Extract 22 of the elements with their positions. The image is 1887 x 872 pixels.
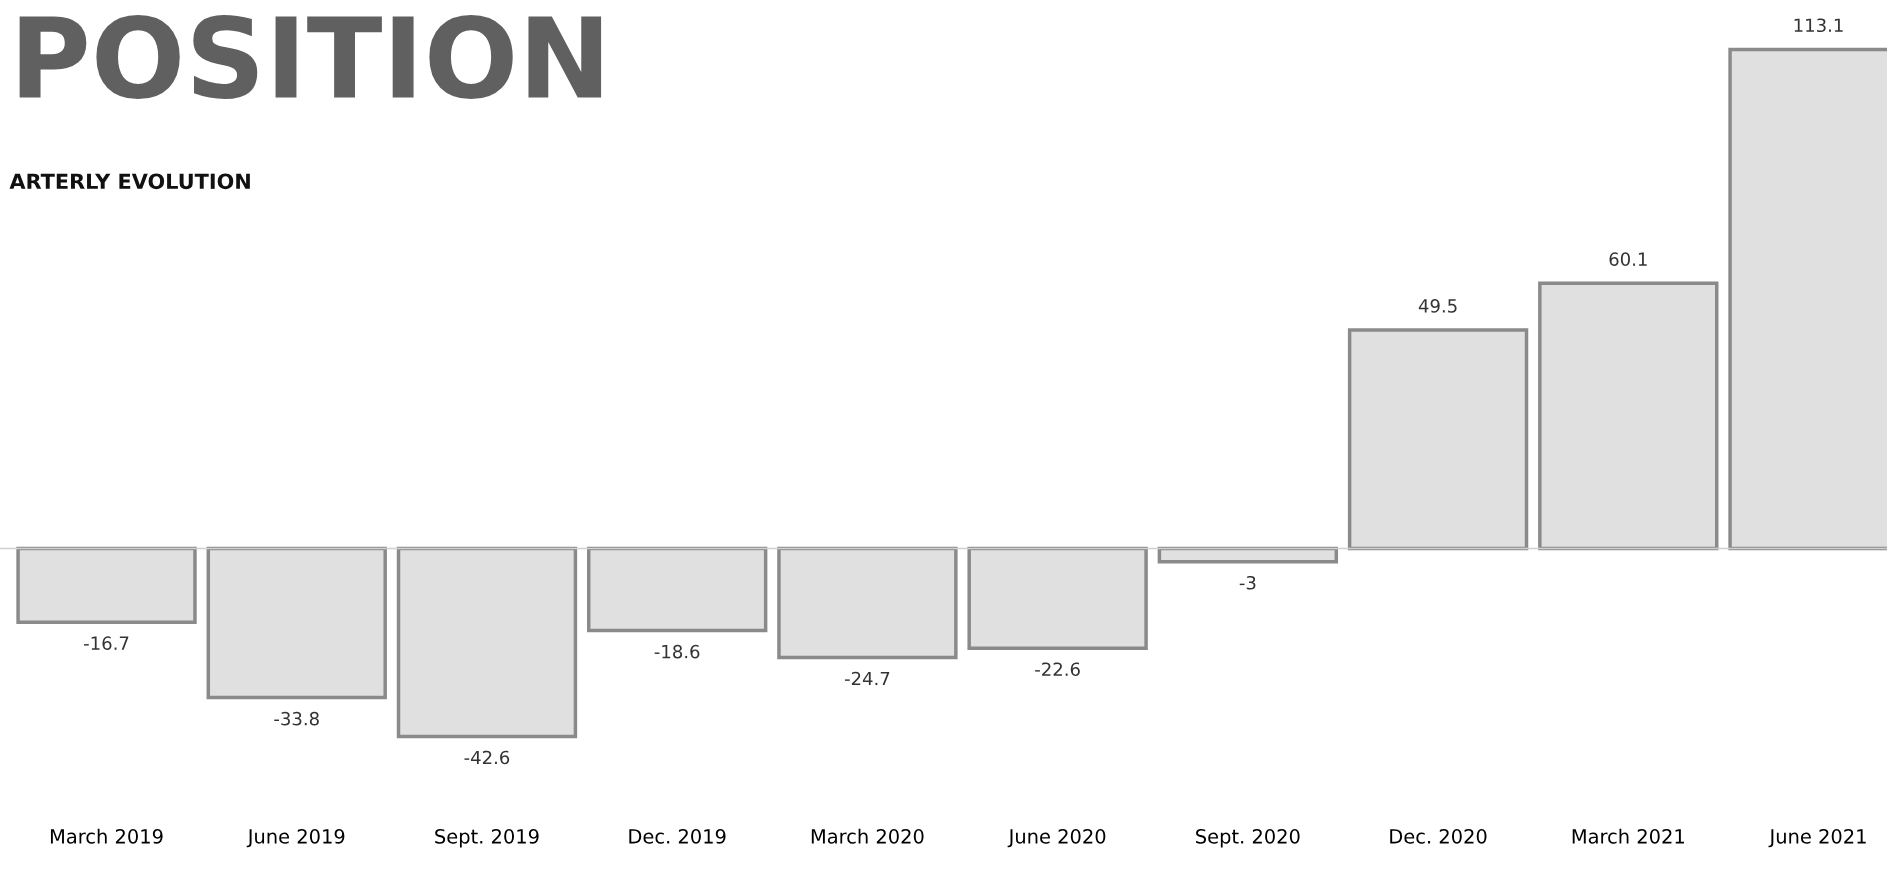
x-tick-label: Dec. 2020	[1390, 829, 1487, 844]
data-label: -33.8	[274, 711, 319, 726]
data-label: -22.6	[1035, 662, 1080, 677]
data-label: 60.1	[1609, 252, 1647, 266]
data-label: -42.6	[464, 750, 510, 765]
data-label: 49.5	[1418, 299, 1457, 313]
x-tick-label: Sept. 2019	[435, 829, 539, 848]
x-tick-label: March 2020	[811, 828, 924, 844]
chart-title: POSITION	[19, 15, 602, 100]
text: ARTERLY EVOLUTION	[9, 173, 250, 190]
x-tick-label: Dec. 2019	[629, 829, 726, 844]
x-tick-label: June 2020	[1007, 829, 1106, 848]
x-tick-label: Sept. 2020	[1196, 829, 1300, 848]
data-label: -24.7	[844, 671, 890, 686]
data-label: -16.7	[84, 636, 129, 651]
x-tick-label: March 2021	[1572, 828, 1684, 844]
data-label: 113.1	[1794, 18, 1843, 33]
data-label: -3	[1239, 575, 1256, 590]
data-label: -18.6	[654, 644, 700, 659]
x-tick-label: March 2019	[50, 828, 163, 844]
x-tick-label: June 2019	[246, 829, 345, 848]
x-tick-label: June 2021	[1768, 829, 1866, 848]
